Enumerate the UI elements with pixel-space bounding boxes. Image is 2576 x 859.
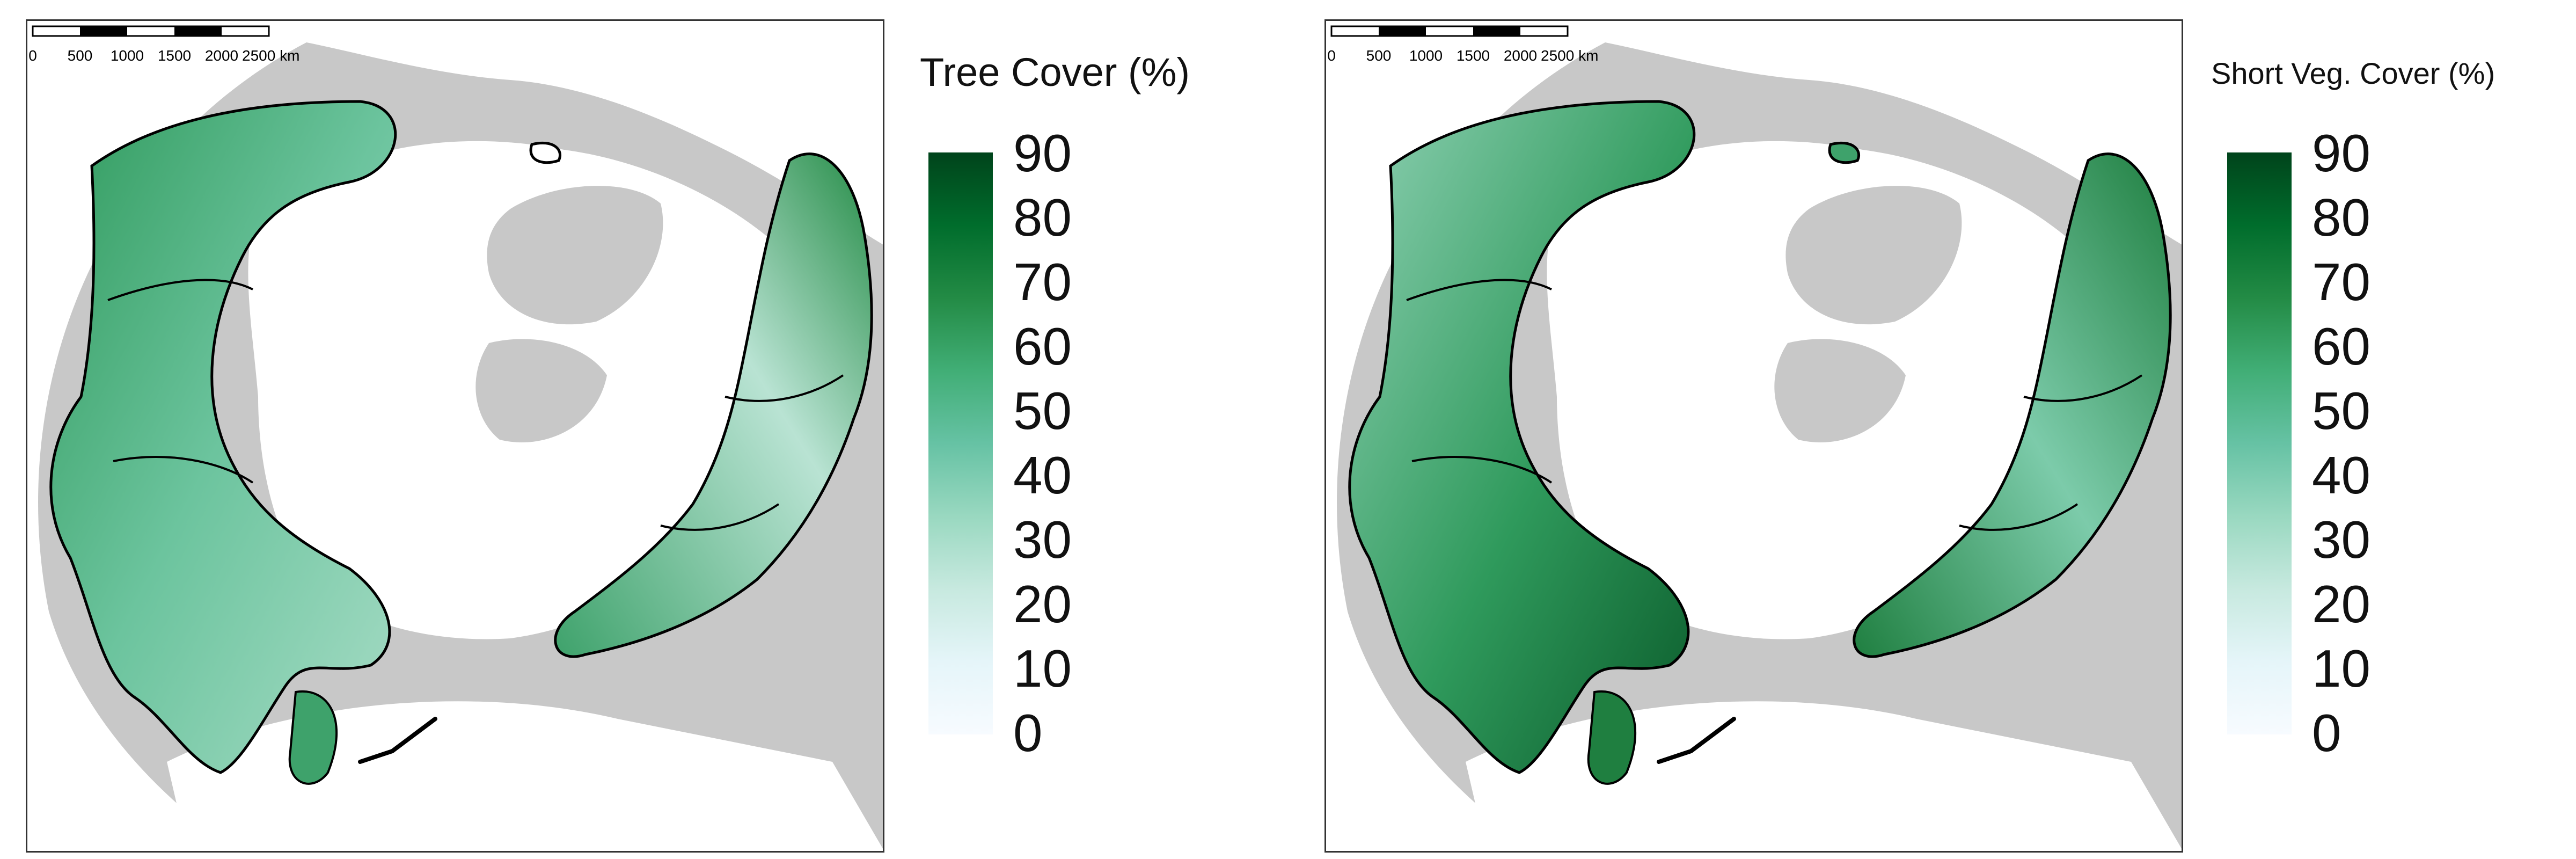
- colorbar-tick: 20: [1013, 574, 1072, 634]
- archipelago: [1774, 339, 1906, 442]
- north-america-vegetation: [1853, 152, 2172, 658]
- colorbar-tick: 10: [1013, 639, 1072, 698]
- scale-label: 1500: [158, 47, 191, 64]
- colorbar-tick: 60: [1013, 317, 1072, 376]
- map-panel-tree-cover: 0 500 1000 1500 2000 2500 km Tree Cover …: [26, 19, 1190, 853]
- kamchatka: [1587, 690, 1636, 785]
- colorbar-tick: 80: [2312, 188, 2371, 247]
- scale-label: 2000: [205, 47, 238, 64]
- svalbard: [529, 141, 561, 164]
- colorbar-tick: 70: [2312, 252, 2371, 311]
- colorbar-tick: 50: [2312, 381, 2371, 440]
- colorbar-tick: 90: [2312, 123, 2371, 183]
- colorbar-tick: 80: [1013, 188, 1072, 247]
- eurasia-vegetation: [1348, 100, 1696, 774]
- archipelago: [475, 339, 607, 442]
- map-frame: 0 500 1000 1500 2000 2500 km: [1324, 19, 2183, 853]
- colorbar-tick: 60: [2312, 317, 2371, 376]
- island-chain: [358, 717, 437, 764]
- legend-title: Short Veg. Cover (%): [2211, 56, 2496, 90]
- outer-ocean: [306, 42, 883, 245]
- colorbar-tick: 40: [2312, 446, 2371, 505]
- scale-label: 2500 km: [242, 47, 299, 64]
- kamchatka: [288, 690, 338, 785]
- outer-ocean: [1605, 42, 2182, 245]
- colorbar: [2227, 152, 2292, 734]
- colorbar-tick: 40: [1013, 446, 1072, 505]
- scale-label: 2500 km: [1541, 47, 1598, 64]
- svalbard: [1828, 141, 1860, 164]
- scale-bar: 0 500 1000 1500 2000 2500 km: [1327, 25, 1598, 64]
- polar-map: [38, 42, 883, 851]
- colorbar-tick: 20: [2312, 574, 2371, 634]
- scale-bar: 0 500 1000 1500 2000 2500 km: [28, 25, 299, 64]
- colorbar-tick: 90: [1013, 123, 1072, 183]
- region-boundary: [1406, 279, 2143, 531]
- colorbar-tick: 30: [1013, 510, 1072, 569]
- region-boundary: [107, 279, 844, 531]
- legend-title: Tree Cover (%): [920, 50, 1190, 94]
- north-america-vegetation: [554, 152, 873, 658]
- colorbar-tick: 70: [1013, 252, 1072, 311]
- scale-label: 500: [1366, 47, 1392, 64]
- colorbar-tick: 30: [2312, 510, 2371, 569]
- scale-label: 2000: [1504, 47, 1537, 64]
- pacific-ocean: [167, 701, 883, 851]
- polar-map: [1337, 42, 2182, 851]
- scale-label: 1000: [1409, 47, 1443, 64]
- island-chain: [1657, 717, 1736, 764]
- colorbar-tick: 0: [2312, 703, 2341, 762]
- colorbar-tick: 0: [1013, 703, 1043, 762]
- scale-label: 1000: [111, 47, 144, 64]
- pacific-ocean: [1466, 701, 2182, 851]
- map-frame: 0 500 1000 1500 2000 2500 km: [26, 19, 884, 853]
- scale-label: 0: [1327, 47, 1336, 64]
- map-panel-short-veg-cover: 0 500 1000 1500 2000 2500 km Short Veg. …: [1299, 0, 2576, 859]
- scale-label: 0: [28, 47, 37, 64]
- colorbar-tick: 50: [1013, 381, 1072, 440]
- colorbar-tick: 10: [2312, 639, 2371, 698]
- colorbar: [928, 152, 993, 734]
- scale-label: 1500: [1457, 47, 1490, 64]
- scale-label: 500: [68, 47, 93, 64]
- eurasia-vegetation: [49, 100, 397, 774]
- greenland: [1785, 186, 1962, 325]
- greenland: [487, 186, 663, 325]
